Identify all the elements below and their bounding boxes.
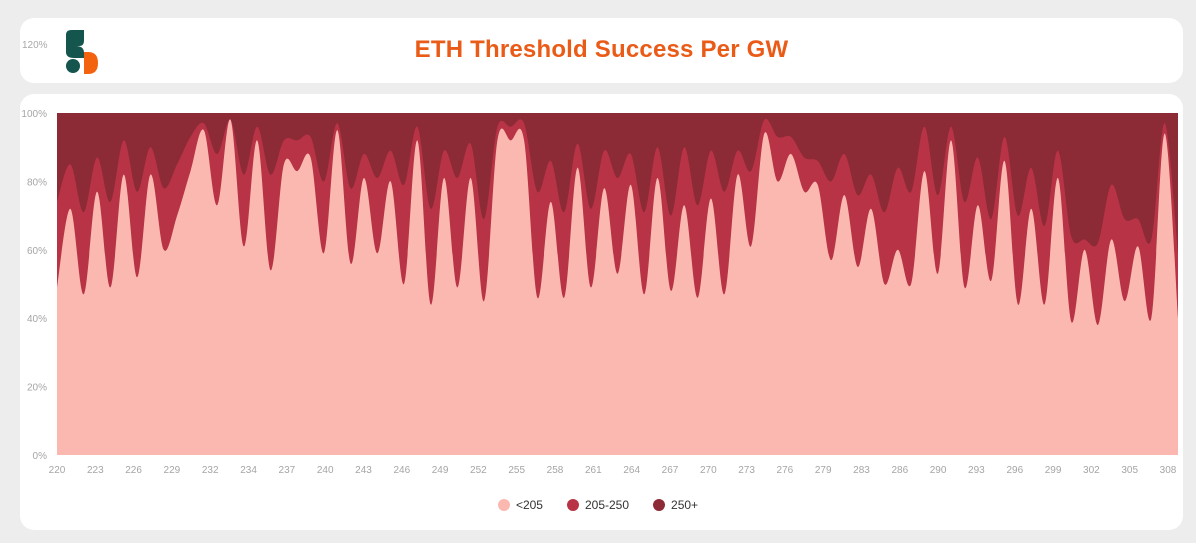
x-tick-label: 267 (662, 465, 679, 476)
y-tick-label-top: 120% (22, 40, 48, 51)
x-tick-label: 279 (815, 465, 832, 476)
x-tick-label: 220 (49, 465, 66, 476)
legend-label-205-250: 205-250 (584, 498, 630, 512)
x-tick-label: 229 (164, 465, 181, 476)
x-tick-label: 286 (891, 465, 908, 476)
x-tick-label: 223 (87, 465, 104, 476)
x-tick-label: 234 (240, 465, 257, 476)
chart-title: ETH Threshold Success Per GW (414, 36, 789, 63)
y-tick-label: 0% (33, 451, 48, 462)
x-tick-label: 293 (968, 465, 985, 476)
legend-item-250plus[interactable]: 250+ (653, 498, 698, 512)
legend-label-lt205: <205 (515, 498, 543, 512)
legend-item-205-250[interactable]: 205-250 (566, 498, 630, 512)
y-tick-label: 60% (27, 246, 47, 257)
x-tick-label: 264 (623, 465, 640, 476)
x-tick-label: 305 (1121, 465, 1138, 476)
legend-dot-205-250 (566, 499, 579, 511)
x-tick-label: 296 (1006, 465, 1023, 476)
title-card (20, 18, 1183, 83)
legend-item-lt205[interactable]: <205 (497, 498, 543, 512)
x-tick-label: 240 (317, 465, 334, 476)
y-tick-label: 100% (21, 109, 47, 120)
logo-orange-shape (84, 52, 98, 74)
logo-dot-shape (66, 59, 80, 73)
x-tick-label: 273 (738, 465, 755, 476)
chart-legend: <205 205-250 250+ (0, 498, 1196, 512)
logo-mid-shape (66, 46, 84, 58)
brand-logo-icon (66, 30, 98, 74)
x-tick-label: 258 (547, 465, 564, 476)
logo-top-shape (66, 30, 84, 46)
x-tick-label: 276 (777, 465, 794, 476)
x-tick-label: 252 (470, 465, 487, 476)
legend-dot-lt205 (497, 499, 510, 511)
x-tick-label: 243 (355, 465, 372, 476)
x-tick-label: 249 (432, 465, 449, 476)
x-tick-label: 283 (853, 465, 870, 476)
x-tick-label: 246 (393, 465, 410, 476)
area-series-group (57, 113, 1178, 456)
x-tick-label: 302 (1083, 465, 1100, 476)
y-tick-label: 20% (27, 383, 47, 394)
x-tick-label: 226 (125, 465, 142, 476)
x-tick-label: 255 (508, 465, 525, 476)
x-tick-label: 308 (1160, 465, 1177, 476)
x-tick-label: 270 (700, 465, 717, 476)
x-tick-label: 232 (202, 465, 219, 476)
x-axis-ticks: 220 223 226 229 232 234 237 240 243 246 249 252 255 2… (49, 465, 1177, 476)
legend-dot-250plus (653, 499, 666, 511)
x-tick-label: 237 (279, 465, 296, 476)
y-tick-label: 40% (27, 314, 47, 325)
y-axis-ticks: 0% 20% 40% 60% 80% 100% (21, 109, 47, 462)
x-tick-label: 261 (585, 465, 602, 476)
x-tick-label: 290 (930, 465, 947, 476)
y-tick-label: 80% (27, 177, 47, 188)
area-series-lt205 (57, 119, 1178, 456)
x-tick-label: 299 (1045, 465, 1062, 476)
legend-label-250plus: 250+ (671, 498, 699, 512)
